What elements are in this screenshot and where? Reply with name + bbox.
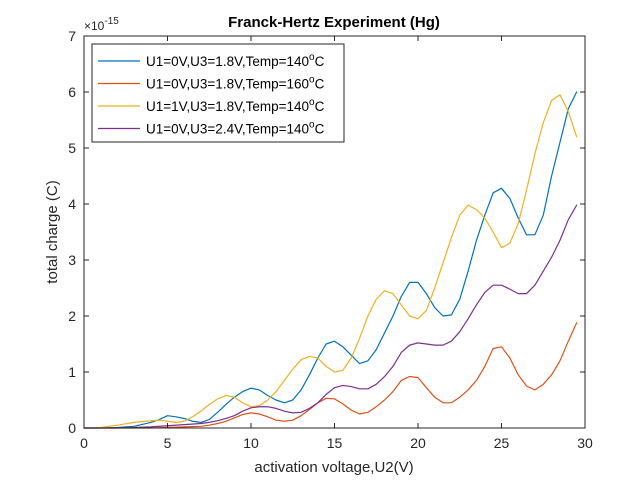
y-tick-label: 1 bbox=[68, 364, 76, 380]
x-tick-label: 5 bbox=[164, 435, 172, 451]
y-tick-label: 5 bbox=[68, 140, 76, 156]
legend-label-degree: o bbox=[309, 75, 315, 86]
series-line-3 bbox=[83, 94, 578, 429]
legend-label-1: U1=0V,U3=1.8V,Temp=140oC bbox=[146, 52, 325, 69]
x-tick-label: 20 bbox=[410, 435, 426, 451]
y-tick-label: 0 bbox=[68, 420, 76, 436]
y-axis-label: total charge (C) bbox=[44, 180, 61, 283]
legend-box bbox=[91, 43, 345, 143]
legend-label-degree: o bbox=[309, 52, 315, 63]
x-tick-label: 10 bbox=[243, 435, 259, 451]
legend-label-degree: o bbox=[309, 120, 315, 131]
legend-label-unit: C bbox=[315, 54, 325, 69]
legend-label-3: U1=1V,U3=1.8V,Temp=140oC bbox=[146, 97, 325, 114]
legend-label-unit: C bbox=[315, 122, 325, 137]
y-tick-label: 6 bbox=[68, 84, 76, 100]
y-tick-label: 3 bbox=[68, 252, 76, 268]
legend-label-degree: o bbox=[309, 97, 315, 108]
series-line-1 bbox=[83, 91, 578, 429]
x-axis-label: activation voltage,U2(V) bbox=[254, 459, 413, 476]
series-layer bbox=[83, 91, 578, 429]
y-tick-label: 4 bbox=[68, 196, 76, 212]
series-line-2 bbox=[83, 322, 578, 429]
legend-label-text: U1=1V,U3=1.8V,Temp=140 bbox=[146, 99, 309, 114]
x-tick-label: 0 bbox=[80, 435, 88, 451]
y-tick-label: 2 bbox=[68, 308, 76, 324]
x-tick-label: 15 bbox=[327, 435, 343, 451]
y-tick-label: 7 bbox=[68, 28, 76, 44]
legend-label-4: U1=0V,U3=2.4V,Temp=140oC bbox=[146, 120, 325, 137]
y-exponent-base: ×10-15 bbox=[84, 16, 119, 33]
legend-label-unit: C bbox=[315, 99, 325, 114]
legend-label-text: U1=0V,U3=1.8V,Temp=160 bbox=[146, 77, 309, 92]
x-tick-label: 25 bbox=[494, 435, 510, 451]
legend-label-2: U1=0V,U3=1.8V,Temp=160oC bbox=[146, 75, 325, 92]
chart-title: Franck-Hertz Experiment (Hg) bbox=[228, 14, 440, 31]
ticks-layer: 0 5 10 15 20 25 30 0 1 2 3 4 5 6 7 bbox=[68, 28, 593, 451]
legend: U1=0V,U3=1.8V,Temp=140oCU1=0V,U3=1.8V,Te… bbox=[91, 43, 345, 143]
series-line-4 bbox=[83, 204, 578, 429]
legend-label-text: U1=0V,U3=1.8V,Temp=140 bbox=[146, 54, 309, 69]
legend-label-unit: C bbox=[315, 77, 325, 92]
x-tick-label: 30 bbox=[577, 435, 593, 451]
y-exponent-label: ×10-15 bbox=[84, 16, 119, 33]
legend-label-text: U1=0V,U3=2.4V,Temp=140 bbox=[146, 122, 309, 137]
